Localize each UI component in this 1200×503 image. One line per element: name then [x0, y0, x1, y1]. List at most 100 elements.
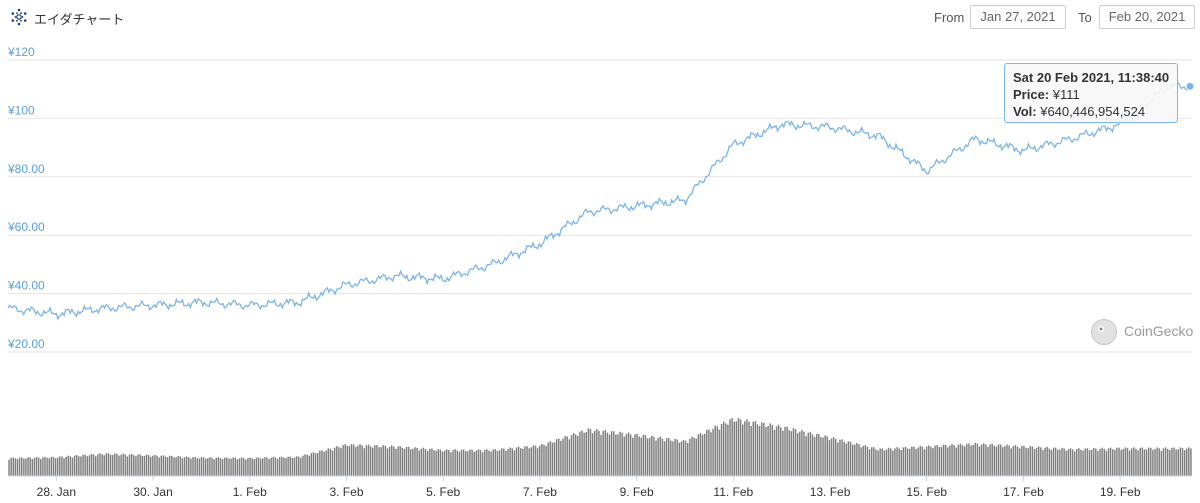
volume-bar	[143, 455, 146, 476]
volume-bar	[33, 457, 36, 476]
volume-bar	[883, 450, 886, 476]
volume-bar	[281, 456, 283, 476]
volume-bar	[484, 450, 486, 476]
volume-bar	[997, 444, 1000, 476]
volume-bar	[858, 444, 860, 476]
volume-bar	[342, 445, 344, 476]
volume-bar	[460, 449, 463, 476]
volume-bar	[983, 443, 985, 476]
volume-bar	[947, 447, 949, 476]
volume-bar	[149, 456, 152, 476]
volume-bar	[249, 457, 251, 476]
volume-bar	[881, 448, 883, 476]
volume-bar	[1046, 446, 1048, 476]
volume-bar	[405, 446, 408, 476]
volume-bar	[972, 445, 974, 476]
volume-bar	[1173, 447, 1175, 476]
volume-bar	[285, 458, 287, 476]
volume-bar	[133, 455, 135, 476]
tooltip-date: Sat 20 Feb 2021, 11:38:40	[1013, 70, 1170, 85]
volume-bar	[238, 458, 241, 476]
volume-bar	[1139, 447, 1141, 476]
volume-bar	[97, 454, 99, 476]
volume-bar	[1097, 450, 1099, 476]
volume-bar	[902, 447, 905, 476]
volume-bar	[454, 449, 456, 476]
volume-bar	[701, 434, 704, 476]
volume-bar	[775, 426, 778, 476]
volume-bar	[1067, 449, 1070, 476]
volume-bar	[496, 450, 499, 476]
volume-bar	[61, 456, 63, 476]
volume-bar	[109, 454, 112, 476]
volume-bar	[323, 451, 325, 476]
volume-bar	[116, 453, 118, 476]
volume-bar	[684, 440, 687, 476]
volume-bar	[1141, 447, 1144, 476]
price-line[interactable]	[7, 81, 1193, 321]
volume-bar	[678, 442, 681, 476]
volume-bar	[944, 445, 947, 476]
volume-bar	[936, 445, 938, 476]
volume-bar	[661, 438, 664, 476]
volume-bar	[1103, 448, 1105, 476]
to-date-input[interactable]: Feb 20, 2021	[1099, 5, 1195, 29]
volume-bar	[577, 435, 579, 476]
volume-bar	[350, 444, 353, 476]
volume-bar	[625, 434, 628, 476]
volume-bar	[1023, 445, 1025, 476]
volume-bar	[541, 444, 543, 476]
volume-bar	[289, 456, 291, 476]
volume-bar	[135, 456, 137, 476]
volume-bar	[107, 453, 110, 476]
volume-bar	[904, 446, 907, 476]
volume-bar	[919, 445, 922, 476]
volume-bar	[221, 459, 224, 476]
volume-bar	[712, 428, 714, 476]
volume-bar	[490, 451, 492, 476]
volume-bar	[670, 440, 672, 476]
volume-bar	[156, 455, 158, 476]
volume-bar	[23, 458, 25, 476]
volume-bar	[621, 432, 623, 476]
volume-bar	[422, 447, 425, 476]
volume-bar	[215, 457, 217, 476]
volume-bar	[230, 458, 232, 476]
volume-bar	[126, 456, 129, 476]
volume-bar	[1131, 448, 1133, 476]
volume-bar	[291, 457, 294, 476]
volume-bar	[985, 444, 987, 476]
volume-bar	[139, 454, 141, 476]
volume-bar	[166, 457, 169, 476]
volume-bar	[306, 454, 308, 476]
volume-bar	[820, 437, 822, 476]
volume-bar	[1152, 450, 1154, 476]
volume-bar	[832, 437, 835, 476]
date-axis-labels: 28. Jan 30. Jan 1. Feb 3. Feb 5. Feb 7. Feb 9.…	[37, 476, 1141, 499]
volume-bar	[619, 431, 621, 476]
volume-bar	[864, 445, 867, 476]
volume-bar	[610, 431, 613, 476]
volume-bar	[581, 430, 583, 476]
volume-bar	[355, 447, 357, 476]
x-tick-label: 30. Jan	[133, 485, 172, 499]
volume-bar	[716, 426, 719, 476]
x-tick-label: 17. Feb	[1003, 485, 1044, 499]
volume-bar	[1179, 447, 1182, 476]
watermark-text: CoinGecko	[1124, 323, 1194, 339]
x-tick-label: 15. Feb	[906, 485, 947, 499]
from-date-input[interactable]: Jan 27, 2021	[970, 5, 1066, 29]
volume-bar	[388, 446, 391, 476]
volume-bar	[780, 427, 782, 476]
volume-bar	[152, 455, 154, 476]
volume-bar	[843, 441, 845, 476]
volume-bar	[448, 450, 450, 476]
volume-bar	[1069, 448, 1072, 476]
volume-bar	[509, 447, 511, 476]
volume-bar	[579, 431, 581, 476]
volume-bar	[524, 446, 526, 476]
volume-bar	[1120, 449, 1122, 476]
volume-bar	[976, 443, 979, 476]
volume-bar	[553, 442, 556, 476]
